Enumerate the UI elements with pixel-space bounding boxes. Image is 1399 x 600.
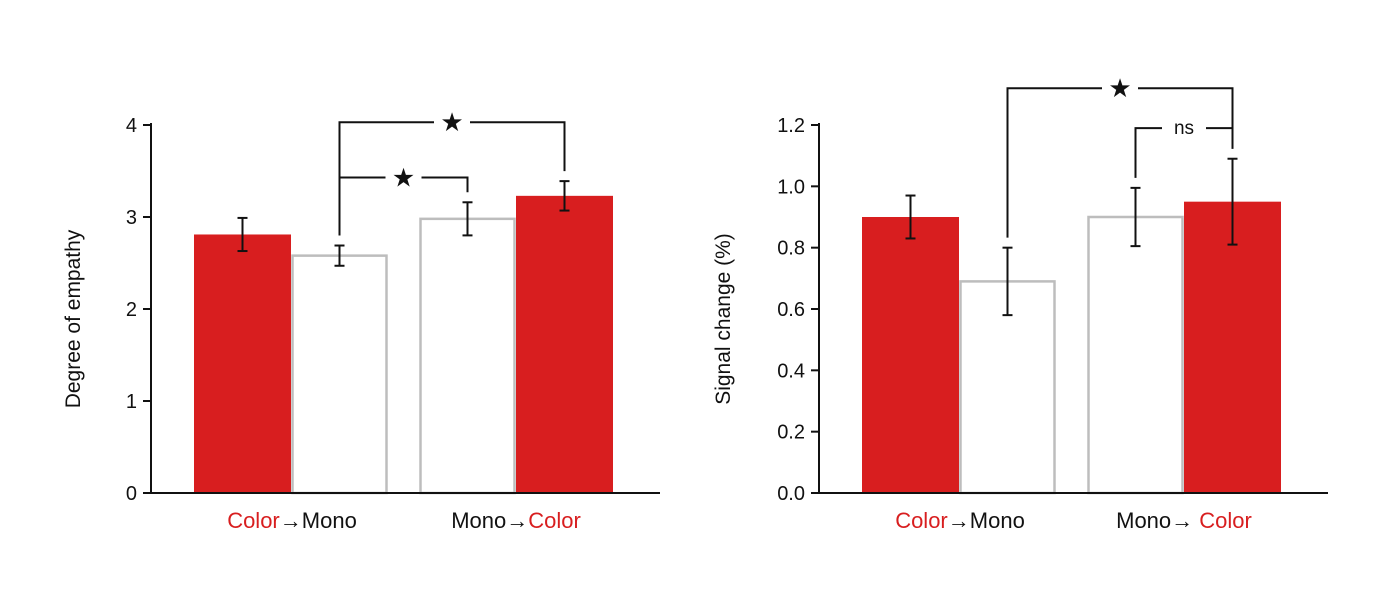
category-label-part: Color bbox=[528, 508, 581, 533]
chart-2: 0.0 0.2 0.4 0.6 0.8 1.0 1.2 Signal change (%) Co… bbox=[712, 73, 1328, 533]
category-label-part: Mono bbox=[1116, 508, 1171, 533]
bar-color bbox=[194, 234, 291, 494]
y-tick-label: 1 bbox=[126, 391, 137, 413]
category-label-part: Mono bbox=[970, 508, 1025, 533]
category-label: Mono→ Color bbox=[1116, 508, 1252, 533]
bar-color bbox=[516, 195, 613, 493]
y-tick-label: 0.4 bbox=[777, 360, 805, 382]
category-label: Color→Mono bbox=[895, 508, 1025, 533]
y-tick-label: 1.2 bbox=[777, 115, 805, 137]
category-label-part: Color bbox=[1193, 508, 1252, 533]
y-tick-label: 4 bbox=[126, 115, 137, 137]
significance-bracket bbox=[338, 176, 469, 236]
y-axis-title: Degree of empathy bbox=[62, 229, 85, 408]
error-bar bbox=[462, 201, 473, 237]
error-bar bbox=[1227, 157, 1238, 246]
y-tick-label: 3 bbox=[126, 207, 137, 229]
error-bar bbox=[559, 180, 570, 212]
significance-star: ★ bbox=[392, 162, 415, 192]
arrow-glyph: → bbox=[280, 508, 302, 533]
category-label: Color→Mono bbox=[227, 508, 357, 533]
y-tick-label: 0.6 bbox=[777, 299, 805, 321]
significance-bracket bbox=[1134, 127, 1234, 178]
error-bar bbox=[237, 216, 248, 253]
y-axis-title: Signal change (%) bbox=[712, 233, 735, 405]
significance-star: ★ bbox=[1108, 73, 1131, 103]
y-tick-label: 0.8 bbox=[777, 238, 805, 260]
y-tick-label: 2 bbox=[126, 299, 137, 321]
y-tick-label: 0.0 bbox=[777, 483, 805, 505]
bar-color bbox=[1184, 201, 1281, 493]
significance-star: ★ bbox=[440, 107, 463, 137]
arrow-glyph: → bbox=[948, 508, 970, 533]
y-tick-label: 1.0 bbox=[777, 176, 805, 198]
error-bar bbox=[1130, 186, 1141, 248]
significance-ns-label: ns bbox=[1174, 118, 1194, 139]
category-label-part: Color bbox=[227, 508, 280, 533]
bar-mono bbox=[959, 280, 1056, 495]
category-label-part: Color bbox=[895, 508, 948, 533]
category-label-part: Mono bbox=[302, 508, 357, 533]
error-bar bbox=[334, 244, 345, 267]
bar-color bbox=[862, 217, 959, 493]
error-bar bbox=[905, 194, 916, 240]
bar-mono bbox=[419, 217, 516, 495]
category-label: Mono→Color bbox=[451, 508, 581, 533]
y-tick-label: 0.2 bbox=[777, 422, 805, 444]
category-label-part: Mono bbox=[451, 508, 506, 533]
error-bar bbox=[1002, 246, 1013, 317]
arrow-glyph: → bbox=[1171, 508, 1193, 533]
y-tick-label: 0 bbox=[126, 483, 137, 505]
arrow-glyph: → bbox=[506, 508, 528, 533]
bar-mono bbox=[291, 254, 388, 495]
bar-mono bbox=[1087, 215, 1184, 495]
